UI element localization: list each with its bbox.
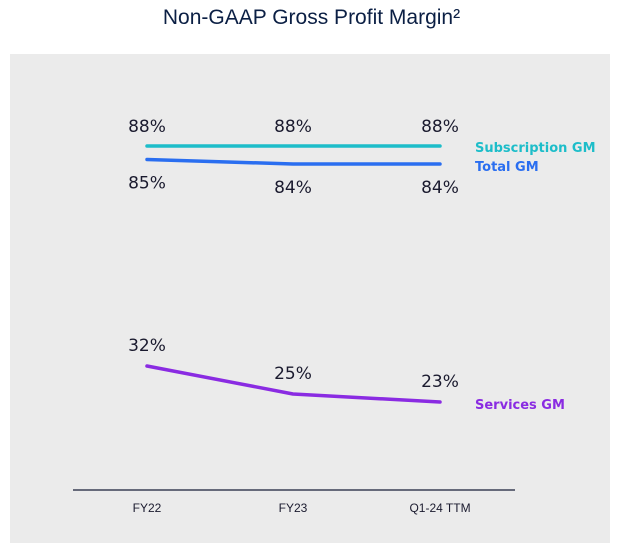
chart-panel [10, 54, 610, 543]
x-tick-label: FY23 [279, 501, 308, 515]
data-label: 23% [421, 372, 459, 392]
legend-label: Total GM [475, 160, 539, 175]
series-line [145, 157, 442, 166]
data-label: 85% [128, 174, 166, 194]
legend-label: Subscription GM [475, 141, 596, 156]
x-tick-label: FY22 [133, 501, 162, 515]
x-tick-label: Q1-24 TTM [409, 501, 470, 515]
data-label: 88% [128, 117, 166, 137]
chart-title: Non-GAAP Gross Profit Margin² [162, 6, 461, 29]
data-label: 88% [274, 117, 312, 137]
data-label: 88% [421, 117, 459, 137]
data-label: 84% [421, 178, 459, 198]
data-label: 32% [128, 336, 166, 356]
data-label: 25% [274, 364, 312, 384]
series-line [145, 364, 442, 404]
legend-label: Services GM [475, 398, 565, 413]
data-label: 84% [274, 178, 312, 198]
